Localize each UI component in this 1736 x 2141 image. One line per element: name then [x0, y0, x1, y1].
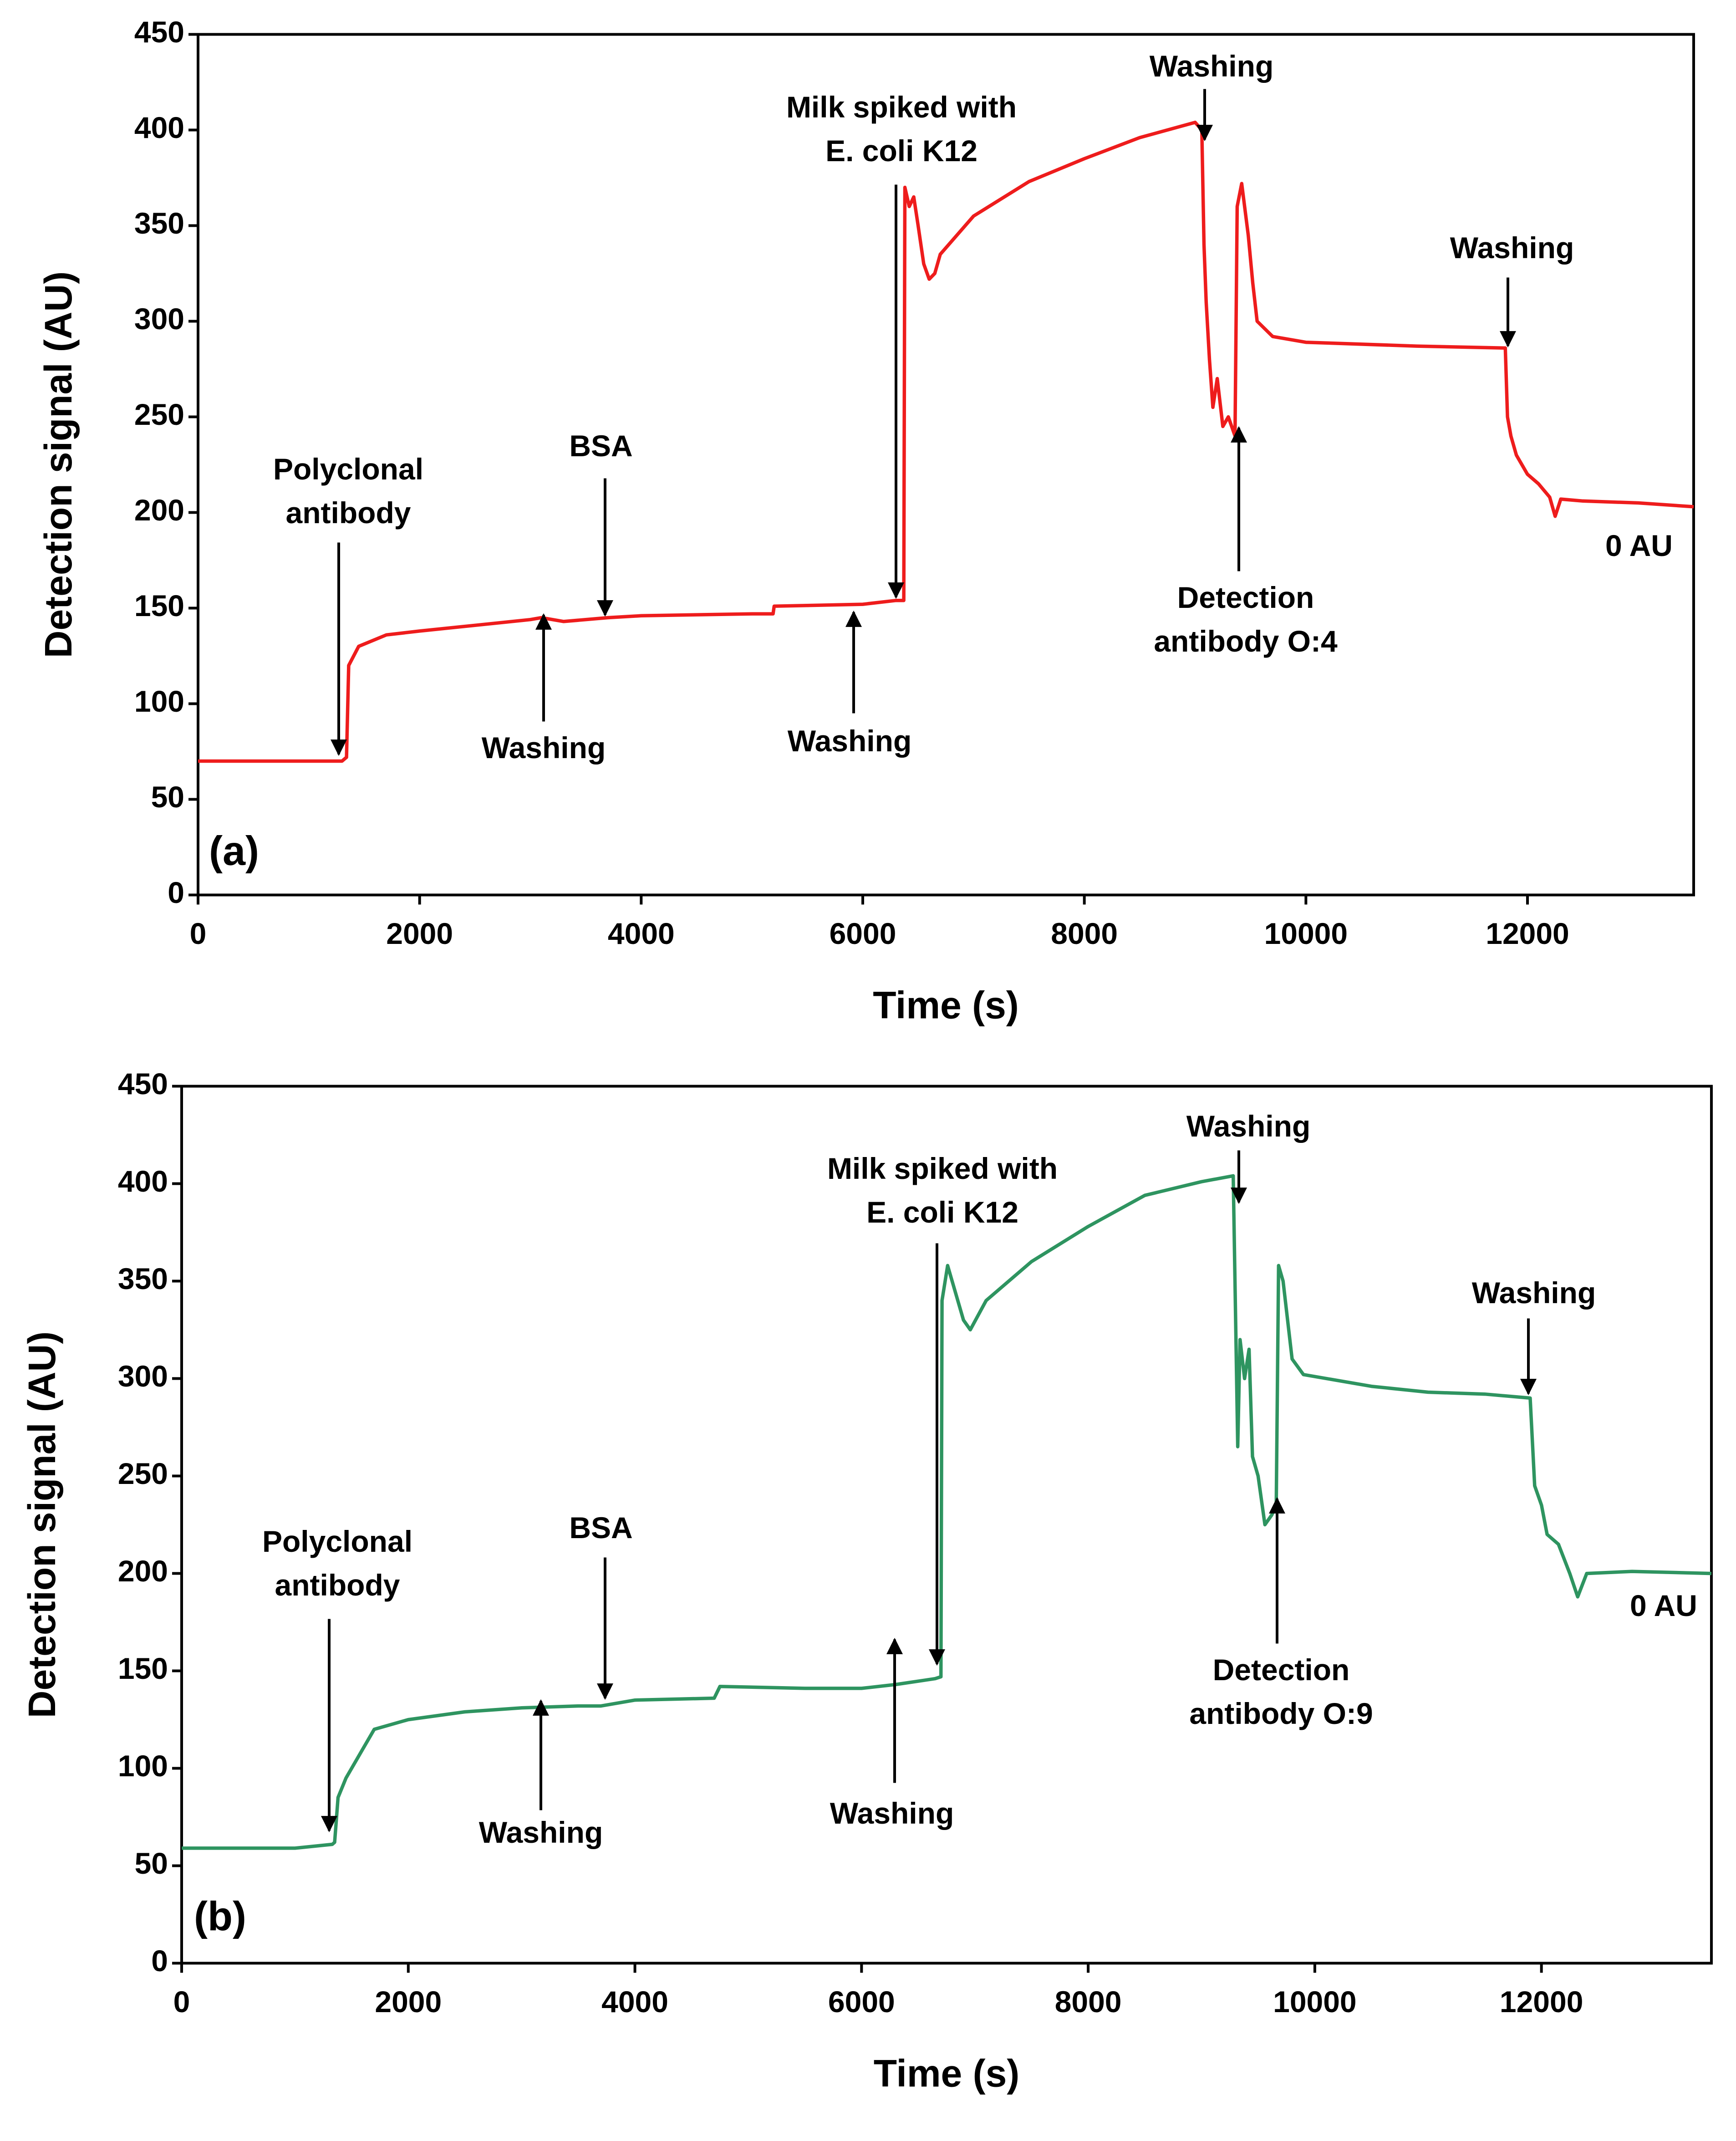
- annotation: Washing: [1150, 49, 1274, 83]
- panel-label: (a): [209, 828, 259, 874]
- annotation: antibody O:9: [1189, 1697, 1373, 1730]
- y-axis-label: Detection signal (AU): [37, 271, 80, 658]
- y-tick-label: 50: [135, 1846, 168, 1880]
- x-tick-label: 2000: [386, 917, 453, 950]
- annotation: 0 AU: [1630, 1589, 1697, 1622]
- x-tick-label: 0: [173, 1985, 190, 2019]
- y-tick-label: 250: [118, 1457, 168, 1490]
- annotation: antibody: [275, 1568, 400, 1602]
- y-tick-label: 0: [168, 876, 184, 909]
- y-tick-label: 150: [134, 589, 184, 622]
- x-tick-label: 10000: [1264, 917, 1348, 950]
- annotation: E. coli K12: [866, 1195, 1018, 1229]
- x-tick-label: 6000: [830, 917, 896, 950]
- annotation: Washing: [830, 1796, 954, 1830]
- annotation: Washing: [1450, 231, 1574, 265]
- y-axis-label: Detection signal (AU): [20, 1331, 63, 1718]
- annotation: Polyclonal: [262, 1524, 412, 1558]
- x-axis-label: Time (s): [874, 2052, 1020, 2095]
- x-tick-label: 0: [190, 917, 207, 950]
- x-tick-label: 12000: [1486, 917, 1569, 950]
- x-axis-label: Time (s): [873, 984, 1019, 1027]
- annotation: Washing: [788, 724, 912, 758]
- annotation: Washing: [1186, 1109, 1311, 1143]
- annotation: antibody: [286, 496, 411, 530]
- y-tick-label: 250: [134, 398, 184, 431]
- y-tick-label: 200: [134, 493, 184, 527]
- plot-frame: [180, 1085, 1713, 1965]
- y-tick-label: 50: [151, 780, 184, 814]
- x-tick-label: 4000: [601, 1985, 668, 2019]
- annotation: E. coli K12: [825, 134, 977, 168]
- annotation: Washing: [479, 1815, 603, 1849]
- x-tick-label: 8000: [1055, 1985, 1122, 2019]
- y-tick-label: 350: [118, 1262, 168, 1295]
- annotation: Detection: [1177, 581, 1314, 614]
- x-tick-label: 12000: [1500, 1985, 1583, 2019]
- annotation: Polyclonal: [273, 452, 423, 486]
- panel-label: (b): [194, 1894, 246, 1939]
- y-tick-label: 400: [134, 111, 184, 144]
- x-tick-label: 4000: [608, 917, 675, 950]
- annotation: Detection: [1213, 1653, 1350, 1687]
- y-tick-label: 400: [118, 1164, 168, 1198]
- y-tick-label: 100: [134, 684, 184, 718]
- signal-line: [198, 120, 1694, 763]
- annotation: Washing: [482, 731, 606, 765]
- signal-line: [182, 1174, 1712, 1850]
- x-tick-label: 2000: [375, 1985, 442, 2019]
- annotation: Milk spiked with: [827, 1152, 1058, 1185]
- y-tick-label: 200: [118, 1554, 168, 1588]
- y-tick-label: 450: [134, 15, 184, 49]
- annotation: Washing: [1472, 1276, 1596, 1310]
- y-tick-label: 150: [118, 1652, 168, 1685]
- x-tick-label: 10000: [1273, 1985, 1357, 2019]
- plot-frame: [197, 33, 1695, 897]
- y-tick-label: 100: [118, 1749, 168, 1783]
- y-tick-label: 450: [118, 1067, 168, 1101]
- annotation: BSA: [569, 1511, 632, 1545]
- y-tick-label: 300: [134, 302, 184, 336]
- y-tick-label: 350: [134, 206, 184, 240]
- annotation: antibody O:4: [1154, 624, 1338, 658]
- x-tick-label: 8000: [1051, 917, 1118, 950]
- y-tick-label: 300: [118, 1359, 168, 1393]
- y-tick-label: 0: [151, 1944, 168, 1978]
- annotation: 0 AU: [1605, 529, 1673, 562]
- annotation: BSA: [569, 429, 632, 463]
- x-tick-label: 6000: [828, 1985, 895, 2019]
- annotation: Milk spiked with: [786, 90, 1017, 124]
